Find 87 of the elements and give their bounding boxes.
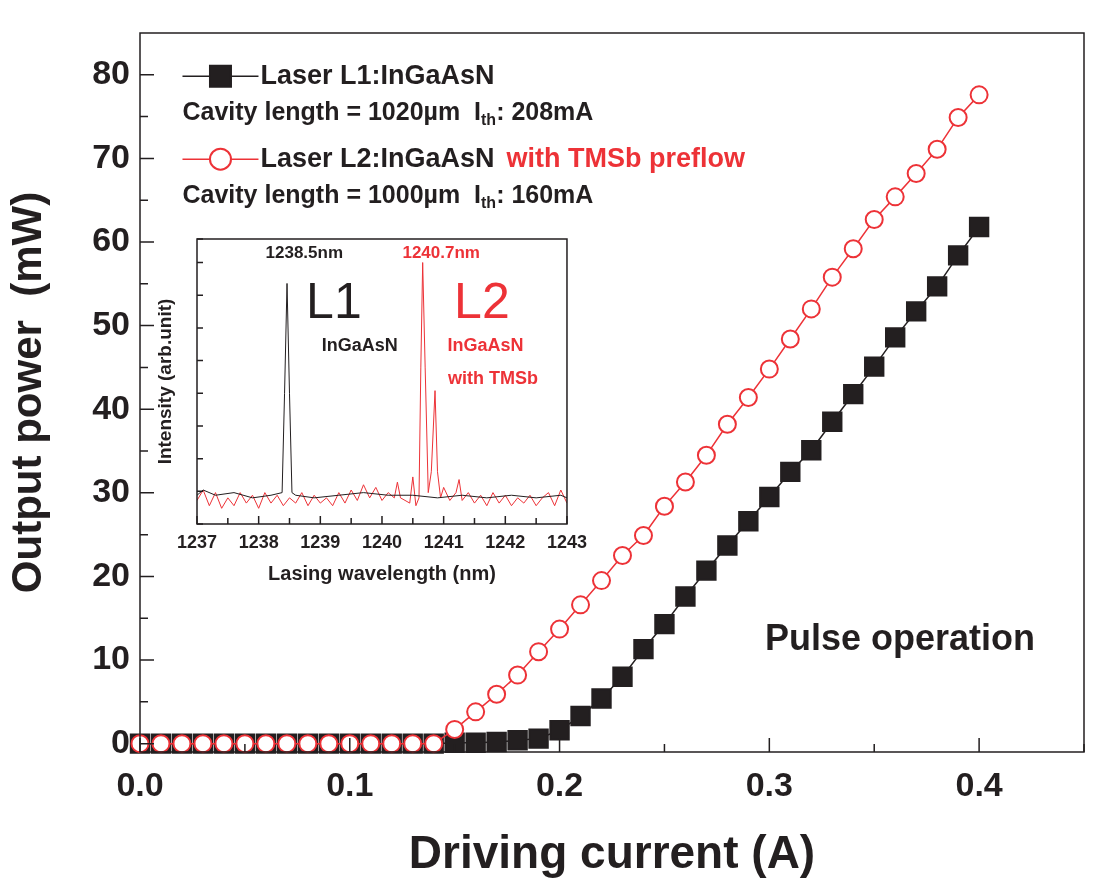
y-axis-title: Output power (mW) [2, 191, 50, 594]
x-tick-label: 1243 [546, 531, 587, 552]
x-tick-label: 1241 [423, 531, 464, 552]
point [822, 411, 843, 432]
point [906, 163, 926, 183]
point [696, 445, 716, 465]
annotation: InGaAsN [447, 334, 524, 355]
y-tick-label: 40 [92, 387, 130, 426]
legend-label: Laser L2:InGaAsN [260, 142, 495, 173]
legend-label: Laser L1:InGaAsN [260, 59, 495, 90]
point [801, 299, 821, 319]
x-tick-label: 0.2 [535, 764, 584, 803]
point [675, 586, 696, 607]
point [445, 719, 465, 739]
annotation: 1240.7nm [402, 242, 480, 262]
annotation: Pulse operation [764, 617, 1035, 659]
point [591, 688, 612, 709]
x-tick-label: 1239 [300, 531, 341, 552]
point [570, 705, 591, 727]
y-axis-title: Intensity (arb.unit) [153, 298, 175, 465]
point [947, 245, 969, 266]
point [885, 327, 906, 348]
point [549, 720, 570, 741]
point [926, 276, 948, 297]
point [550, 619, 570, 639]
y-tick-label: 20 [92, 554, 130, 593]
point [738, 388, 758, 408]
y-tick-label: 0 [111, 722, 130, 761]
x-tick-label: 0.0 [116, 764, 164, 803]
y-tick-label: 50 [92, 303, 130, 342]
point [780, 461, 801, 483]
point [759, 359, 779, 379]
point [571, 595, 591, 615]
point [487, 684, 507, 704]
y-tick-label: 60 [92, 220, 130, 259]
point [843, 383, 864, 405]
x-tick-label: 0.1 [326, 764, 374, 803]
point [654, 613, 675, 635]
x-tick-label: 0.3 [745, 764, 793, 803]
point [465, 732, 486, 753]
x-tick-label: 1237 [176, 531, 218, 552]
point [592, 571, 612, 591]
point [633, 525, 653, 545]
point [801, 440, 822, 461]
point [948, 107, 968, 127]
annotation: L1 [306, 273, 362, 330]
point [738, 511, 759, 532]
point [633, 638, 654, 660]
point [612, 546, 632, 566]
point [466, 702, 486, 722]
x-axis-title: Driving current (A) [408, 826, 816, 879]
point [696, 560, 717, 581]
point [612, 666, 633, 687]
point [864, 356, 885, 377]
annotation: with TMSb preflow [505, 142, 747, 173]
x-tick-label: 1242 [485, 531, 526, 552]
point [843, 239, 863, 259]
point [507, 730, 528, 751]
point [927, 139, 947, 159]
point [528, 728, 549, 749]
point [759, 486, 780, 508]
point [717, 535, 738, 556]
point [508, 665, 528, 685]
point [968, 216, 990, 238]
point [675, 472, 695, 492]
annotation: 1238.5nm [265, 242, 344, 262]
point [864, 209, 884, 229]
annotation: L2 [454, 273, 510, 330]
y-tick-label: 80 [92, 53, 130, 92]
y-tick-label: 30 [92, 471, 130, 510]
annotation: InGaAsN [321, 334, 398, 355]
point [780, 329, 800, 349]
point [885, 187, 905, 207]
point [529, 642, 549, 662]
x-axis-title: Lasing wavelength (nm) [268, 561, 496, 584]
x-tick-label: 1240 [361, 531, 403, 552]
point [486, 731, 507, 753]
point [822, 267, 842, 287]
y-tick-label: 10 [92, 638, 130, 677]
y-tick-label: 70 [92, 136, 130, 175]
point [717, 414, 737, 434]
x-tick-label: 0.4 [955, 764, 1003, 803]
x-tick-label: 1238 [238, 531, 279, 552]
point [905, 301, 927, 322]
point [654, 496, 674, 516]
point [969, 85, 989, 105]
annotation: with TMSb [446, 367, 538, 388]
